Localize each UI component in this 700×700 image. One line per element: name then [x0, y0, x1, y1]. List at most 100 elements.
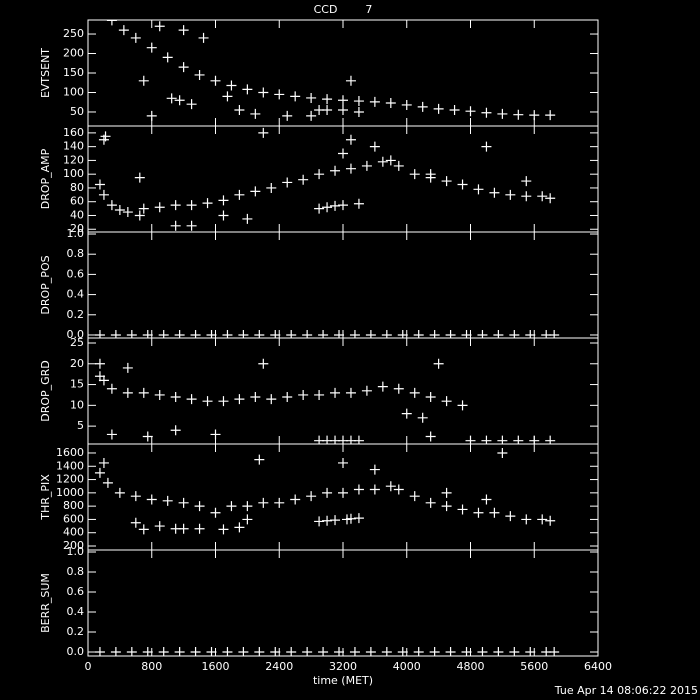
point	[242, 514, 253, 525]
point	[381, 329, 392, 338]
point	[170, 200, 181, 211]
point	[218, 195, 229, 206]
y-tick-label: 50	[70, 105, 84, 118]
point	[250, 186, 261, 197]
point	[94, 179, 105, 190]
point	[481, 435, 492, 444]
point	[338, 95, 348, 106]
point	[393, 160, 404, 171]
point	[102, 477, 113, 488]
point	[493, 647, 504, 656]
point	[461, 647, 472, 656]
point	[258, 87, 269, 98]
point	[537, 191, 548, 202]
point	[318, 647, 329, 656]
point	[497, 108, 508, 119]
point	[385, 98, 396, 109]
y-tick-label: 120	[63, 153, 84, 166]
point	[258, 127, 269, 138]
point	[369, 464, 380, 475]
y-tick-label: 1400	[56, 459, 84, 472]
point	[146, 42, 157, 53]
point	[234, 189, 245, 200]
point	[222, 647, 233, 656]
point	[118, 25, 129, 36]
y-tick-label: 1000	[56, 486, 84, 499]
point	[130, 491, 141, 502]
point	[286, 647, 297, 656]
point	[210, 429, 221, 440]
point	[509, 647, 520, 656]
point	[154, 21, 165, 32]
point	[218, 524, 229, 535]
point	[106, 20, 117, 26]
point	[445, 647, 456, 656]
point	[162, 52, 173, 63]
y-tick-label: 150	[63, 66, 84, 79]
point	[385, 155, 396, 166]
point	[186, 394, 197, 405]
point	[477, 647, 488, 656]
point	[146, 494, 157, 505]
y-axis-label: EVTSENT	[39, 48, 52, 98]
point	[461, 329, 472, 338]
y-tick-label: 80	[70, 181, 84, 194]
point	[138, 75, 149, 86]
point	[409, 387, 420, 398]
point	[242, 501, 253, 512]
point	[110, 329, 121, 338]
point	[98, 375, 109, 386]
plot-frame	[87, 549, 599, 657]
y-tick-label: 1200	[56, 473, 84, 486]
point	[170, 392, 181, 403]
point	[266, 182, 277, 193]
point	[266, 394, 277, 405]
point	[122, 387, 133, 398]
point	[282, 177, 293, 188]
point	[322, 202, 333, 213]
point	[154, 521, 165, 532]
point	[330, 200, 341, 211]
point	[401, 408, 412, 419]
plot-frame	[87, 125, 599, 233]
point	[457, 504, 468, 515]
point	[122, 362, 133, 373]
point	[178, 523, 189, 534]
y-axis-label: DROP_GRD	[39, 360, 52, 422]
point	[397, 647, 408, 656]
x-tick-label: 1600	[202, 660, 230, 673]
plot-frame	[87, 337, 599, 445]
point	[98, 457, 109, 468]
point	[493, 329, 504, 338]
point	[345, 163, 356, 174]
y-tick-label: 0.0	[67, 328, 85, 341]
point	[290, 91, 301, 102]
point	[154, 389, 165, 400]
point	[94, 647, 105, 656]
point	[330, 515, 341, 526]
point	[353, 198, 364, 209]
point	[170, 220, 181, 231]
point	[334, 647, 345, 656]
y-axis-label: THR_PIX	[39, 474, 52, 521]
point	[94, 329, 105, 338]
chart-title: CCD 7	[314, 3, 373, 16]
point	[513, 109, 524, 120]
y-tick-label: 20	[70, 222, 84, 235]
point	[146, 110, 157, 121]
point	[525, 647, 536, 656]
point	[338, 105, 348, 116]
point	[529, 435, 540, 444]
point	[338, 148, 348, 159]
point	[158, 329, 169, 338]
point	[302, 329, 313, 338]
point	[409, 491, 420, 502]
point	[178, 62, 189, 73]
point	[218, 396, 229, 407]
point	[134, 210, 145, 221]
point	[441, 487, 452, 498]
point	[397, 329, 408, 338]
point	[258, 497, 269, 508]
point	[286, 329, 297, 338]
point	[465, 435, 476, 444]
